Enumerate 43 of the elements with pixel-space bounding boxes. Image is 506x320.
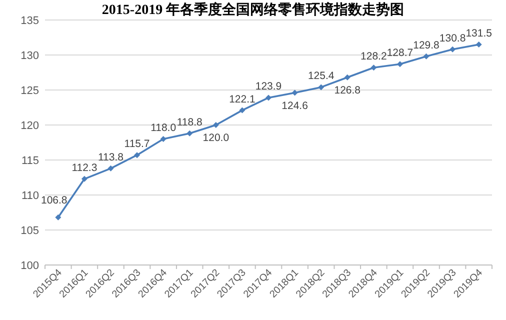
point: [212, 122, 219, 128]
text: 112.3: [72, 162, 98, 174]
y-tick-label: 120: [20, 120, 39, 132]
y-tick-label: 110: [21, 190, 39, 202]
text: 123.9: [255, 80, 282, 93]
point: [81, 176, 88, 182]
y-tick-label: 130: [20, 50, 39, 62]
point: [476, 42, 482, 48]
chart-title: 2015-2019 年各季度全国网络零售环境指数走势图: [102, 1, 404, 18]
point: [292, 90, 298, 96]
point: [160, 136, 166, 142]
text: 128.7: [386, 47, 414, 60]
y-tick-label: 100: [20, 260, 39, 272]
point: [134, 152, 140, 158]
text: 124.6: [282, 100, 308, 112]
text: 122.1: [229, 93, 256, 106]
y-tick-label: 115: [21, 155, 39, 167]
text: 120.0: [202, 132, 230, 144]
text: 113.8: [98, 151, 124, 164]
point: [344, 74, 350, 80]
text: 115.7: [124, 138, 150, 150]
point: [370, 64, 377, 71]
point: [239, 107, 246, 114]
y-tick-label: 135: [20, 15, 39, 27]
text: 129.8: [413, 39, 440, 52]
point: [396, 61, 403, 68]
y-tick-label: 105: [20, 225, 39, 237]
text: 128.2: [360, 50, 387, 63]
text: 118.8: [176, 116, 202, 128]
text: 126.8: [334, 84, 361, 96]
text: 106.8: [41, 194, 68, 206]
text: 118.0: [150, 122, 176, 134]
point: [266, 94, 272, 101]
point: [108, 165, 114, 172]
point: [423, 53, 430, 60]
point: [55, 214, 62, 220]
text: 130.8: [439, 32, 466, 44]
point: [450, 46, 456, 52]
point: [318, 84, 324, 90]
point: [186, 130, 193, 136]
y-tick-label: 125: [20, 85, 39, 97]
text: 125.4: [308, 70, 334, 82]
text: 131.5: [466, 28, 492, 40]
